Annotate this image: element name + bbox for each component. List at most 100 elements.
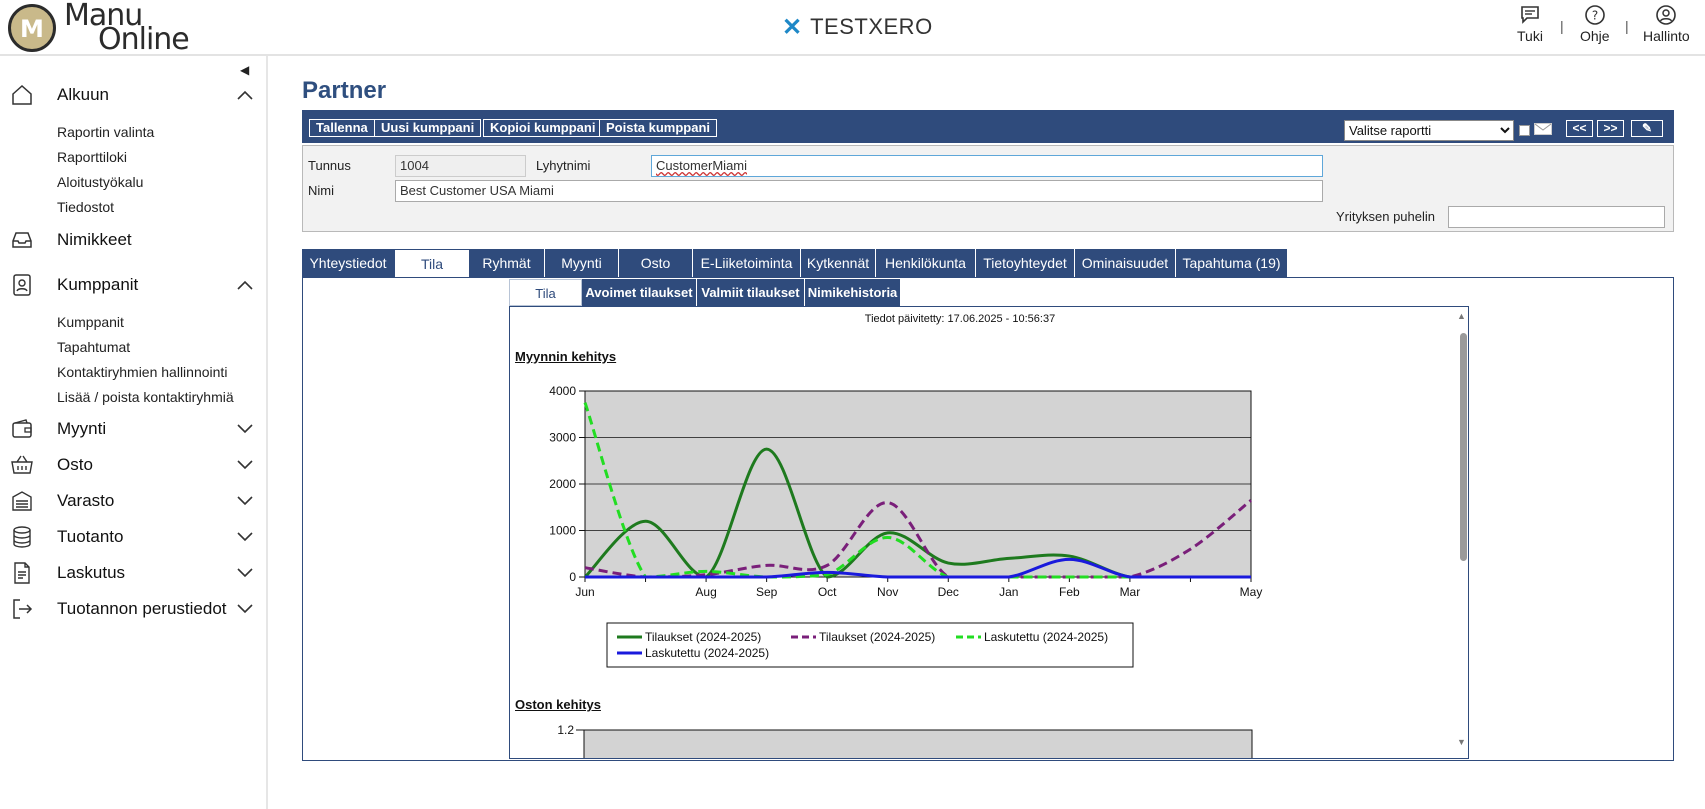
next-record-button[interactable]: >> bbox=[1597, 120, 1624, 137]
subtab-tila[interactable]: Tila bbox=[509, 279, 582, 306]
company-name: TESTXERO bbox=[810, 14, 933, 39]
sidebar-group-kumppanit[interactable]: Kumppanit bbox=[0, 270, 268, 300]
subtab-valmiit-tilaukset[interactable]: Valmiit tilaukset bbox=[697, 279, 805, 306]
wallet-icon bbox=[12, 419, 32, 438]
chevron-down-icon bbox=[237, 568, 253, 578]
collapse-sidebar-icon[interactable]: ◀ bbox=[240, 63, 250, 77]
tab-tietoyhteydet[interactable]: Tietoyhteydet bbox=[976, 249, 1075, 277]
sidebar-group-myynti[interactable]: Myynti bbox=[0, 414, 268, 444]
sidebar-group-osto[interactable]: Osto bbox=[0, 450, 268, 480]
company-phone-field[interactable] bbox=[1448, 206, 1665, 228]
sidebar-group-nimikkeet[interactable]: Nimikkeet bbox=[0, 225, 268, 255]
header-separator: | bbox=[1625, 18, 1629, 34]
exit-icon bbox=[13, 599, 33, 619]
chart-legend: Tilaukset (2024-2025) Tilaukset (2024-202… bbox=[606, 622, 1134, 668]
sidebar-group-label: Varasto bbox=[57, 491, 115, 510]
tab-tila[interactable]: Tila bbox=[394, 249, 470, 277]
save-button[interactable]: Tallenna bbox=[309, 119, 375, 137]
top-bar: M Manu Online ✕ TESTXERO Tuki | ? Ohje |… bbox=[0, 0, 1705, 57]
chevron-down-icon bbox=[237, 604, 253, 614]
scroll-up-icon[interactable]: ▲ bbox=[1457, 311, 1466, 321]
chart-y-tick-label: 4000 bbox=[549, 384, 576, 398]
report-select[interactable]: Valitse raportti bbox=[1344, 120, 1514, 141]
subtab-nimikehistoria[interactable]: Nimikehistoria bbox=[805, 279, 901, 306]
chart-x-tick-label: Feb bbox=[1059, 585, 1080, 599]
chart-x-tick-label: Dec bbox=[938, 585, 959, 599]
chart-x-tick-label: Jan bbox=[999, 585, 1018, 599]
short-name-label: Lyhytnimi bbox=[536, 158, 591, 173]
page-title: Partner bbox=[302, 77, 387, 104]
logo-text-line1: Manu bbox=[64, 0, 143, 33]
chart-x-tick-label: Oct bbox=[818, 585, 837, 599]
sidebar-group-label: Kumppanit bbox=[57, 275, 139, 294]
previous-record-button[interactable]: << bbox=[1566, 120, 1593, 137]
sidebar-item-raporttiloki[interactable]: Raporttiloki bbox=[57, 149, 128, 165]
subtab-avoimet-tilaukset[interactable]: Avoimet tilaukset bbox=[582, 279, 697, 306]
sidebar-group-laskutus[interactable]: Laskutus bbox=[0, 558, 268, 588]
sidebar-group-label: Tuotanto bbox=[57, 527, 124, 546]
support-link[interactable]: Tuki bbox=[1517, 4, 1543, 44]
chart-x-tick-label: Mar bbox=[1120, 585, 1141, 599]
report-checkbox[interactable] bbox=[1519, 125, 1530, 136]
short-name-field[interactable]: CustomerMiami bbox=[651, 155, 1323, 177]
admin-link[interactable]: Hallinto bbox=[1643, 4, 1690, 44]
sidebar-item-lisaa-poista-kontaktiryhmia[interactable]: Lisää / poista kontaktiryhmiä bbox=[57, 389, 234, 405]
sidebar-group-tuotanto[interactable]: Tuotanto bbox=[0, 522, 268, 552]
tab-henkilokunta[interactable]: Henkilökunta bbox=[876, 249, 976, 277]
tab-e-liiketoiminta[interactable]: E-Liiketoiminta bbox=[693, 249, 801, 277]
mail-icon[interactable] bbox=[1534, 123, 1552, 135]
attachment-icon[interactable]: ✎ bbox=[1631, 120, 1663, 137]
chevron-down-icon bbox=[237, 424, 253, 434]
basket-icon bbox=[11, 455, 33, 474]
help-icon: ? bbox=[1584, 5, 1605, 25]
report-frame: Tiedot päivitetty: 17.06.2025 - 10:56:37… bbox=[509, 306, 1469, 759]
help-link[interactable]: ? Ohje bbox=[1580, 4, 1610, 44]
tab-kytkennat[interactable]: Kytkennät bbox=[801, 249, 876, 277]
chat-icon bbox=[1521, 6, 1539, 24]
tab-osto[interactable]: Osto bbox=[619, 249, 693, 277]
sidebar-group-label: Osto bbox=[57, 455, 93, 474]
sidebar-group-varasto[interactable]: Varasto bbox=[0, 486, 268, 516]
support-label: Tuki bbox=[1517, 28, 1543, 44]
chart-legend-label: Laskutettu (2024-2025) bbox=[984, 630, 1108, 644]
logo-emblem: M bbox=[8, 4, 56, 52]
scroll-thumb[interactable] bbox=[1460, 333, 1467, 561]
tab-yhteystiedot[interactable]: Yhteystiedot bbox=[302, 249, 395, 277]
help-label: Ohje bbox=[1580, 28, 1610, 44]
inbox-icon bbox=[12, 232, 32, 248]
sidebar-group-tuotannon-perustiedot[interactable]: Tuotannon perustiedot bbox=[0, 594, 268, 624]
sidebar-item-tiedostot[interactable]: Tiedostot bbox=[57, 199, 115, 215]
sidebar-item-kontaktiryhmien-hallinnointi[interactable]: Kontaktiryhmien hallinnointi bbox=[57, 364, 228, 380]
company-brand: ✕ TESTXERO bbox=[782, 12, 933, 42]
sidebar-group-label: Nimikkeet bbox=[57, 230, 132, 249]
delete-partner-button[interactable]: Poista kumppani bbox=[599, 119, 718, 137]
tab-myynti[interactable]: Myynti bbox=[545, 249, 619, 277]
sidebar-group-label: Alkuun bbox=[57, 85, 109, 104]
copy-partner-button[interactable]: Kopioi kumppani bbox=[483, 119, 603, 137]
tab-ryhmat[interactable]: Ryhmät bbox=[469, 249, 545, 277]
chevron-down-icon bbox=[237, 496, 253, 506]
report-scrollbar[interactable]: ▲ ▼ bbox=[1457, 311, 1468, 751]
toolbar: Tallenna Uusi kumppani Kopioi kumppani P… bbox=[302, 110, 1674, 143]
sidebar-group-label: Myynti bbox=[57, 419, 107, 438]
tab-tapahtuma[interactable]: Tapahtuma (19) bbox=[1176, 249, 1288, 277]
name-field[interactable]: Best Customer USA Miami bbox=[395, 180, 1323, 202]
manu-online-logo[interactable]: M Manu Online bbox=[8, 0, 208, 57]
sidebar-item-kumppanit[interactable]: Kumppanit bbox=[57, 314, 124, 330]
chevron-down-icon bbox=[237, 532, 253, 542]
code-field: 1004 bbox=[395, 155, 526, 177]
sidebar-group-alkuun[interactable]: Alkuun bbox=[0, 80, 268, 110]
chart-y-tick-label: 2000 bbox=[549, 477, 576, 491]
sidebar-item-aloitustyokalu[interactable]: Aloitustyökalu bbox=[57, 174, 144, 190]
chart-series-line-3 bbox=[584, 557, 1251, 579]
tab-ominaisuudet[interactable]: Ominaisuudet bbox=[1075, 249, 1176, 277]
contacts-icon bbox=[13, 274, 31, 296]
new-partner-button[interactable]: Uusi kumppani bbox=[374, 119, 482, 137]
sidebar-item-raportin-valinta[interactable]: Raportin valinta bbox=[57, 124, 155, 140]
scroll-down-icon[interactable]: ▼ bbox=[1457, 737, 1466, 747]
chevron-up-icon bbox=[237, 90, 253, 100]
chart-x-tick-label: Aug bbox=[695, 585, 716, 599]
sidebar-item-tapahtumat[interactable]: Tapahtumat bbox=[57, 339, 131, 355]
chart-legend-box bbox=[606, 622, 1134, 668]
sales-trend-chart: 0 1000 2000 3000 4000 Jun Aug Sep Oct Nov Dec Jan Fe… bbox=[549, 384, 1262, 668]
